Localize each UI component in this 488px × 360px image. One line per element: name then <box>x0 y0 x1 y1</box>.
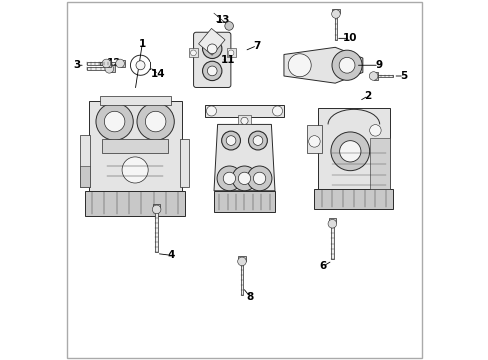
Text: 3: 3 <box>73 60 81 70</box>
Text: 2: 2 <box>364 91 371 101</box>
Bar <box>330 223 333 259</box>
Circle shape <box>272 106 282 116</box>
Circle shape <box>253 172 265 185</box>
Bar <box>188 48 198 57</box>
Bar <box>332 9 339 13</box>
Bar <box>100 96 170 105</box>
Text: 11: 11 <box>221 55 235 65</box>
Bar <box>373 75 392 77</box>
Circle shape <box>152 205 161 214</box>
Text: 1: 1 <box>139 39 145 49</box>
Circle shape <box>217 166 241 191</box>
Circle shape <box>287 54 310 77</box>
Bar <box>85 190 185 216</box>
Bar <box>110 65 115 72</box>
Circle shape <box>331 10 340 18</box>
Bar <box>317 108 389 189</box>
Circle shape <box>202 61 222 81</box>
Circle shape <box>331 50 362 80</box>
Text: 13: 13 <box>215 15 230 26</box>
FancyBboxPatch shape <box>193 32 230 87</box>
Circle shape <box>248 131 267 150</box>
Circle shape <box>206 106 216 116</box>
Text: 7: 7 <box>253 41 260 50</box>
Bar <box>334 13 337 40</box>
Circle shape <box>223 172 235 185</box>
Circle shape <box>369 125 380 136</box>
Circle shape <box>145 111 165 132</box>
Bar <box>155 209 158 252</box>
Bar <box>238 256 245 261</box>
Bar <box>306 125 321 153</box>
Circle shape <box>241 117 247 125</box>
Bar <box>238 116 250 125</box>
Text: 14: 14 <box>151 69 165 79</box>
Text: 4: 4 <box>167 250 174 260</box>
Bar <box>328 219 335 223</box>
Polygon shape <box>214 125 274 191</box>
Bar <box>120 60 124 67</box>
Circle shape <box>228 50 233 56</box>
Bar <box>153 204 160 209</box>
Bar <box>86 62 106 65</box>
Bar <box>80 135 90 187</box>
Circle shape <box>308 136 320 147</box>
Bar <box>88 101 182 190</box>
Bar <box>80 166 90 187</box>
Circle shape <box>237 257 246 266</box>
Circle shape <box>339 141 360 162</box>
Polygon shape <box>284 47 362 83</box>
Bar <box>226 48 235 57</box>
Bar <box>86 67 110 70</box>
Bar <box>180 139 188 187</box>
Circle shape <box>339 57 354 73</box>
Circle shape <box>202 39 222 59</box>
Circle shape <box>105 64 113 73</box>
Circle shape <box>137 103 174 140</box>
Circle shape <box>226 136 235 145</box>
Circle shape <box>247 166 271 191</box>
Bar <box>204 105 284 117</box>
Text: 8: 8 <box>246 292 253 302</box>
Circle shape <box>224 22 233 30</box>
Circle shape <box>116 59 124 68</box>
Circle shape <box>238 172 250 185</box>
Circle shape <box>232 166 256 191</box>
Circle shape <box>136 61 145 70</box>
Circle shape <box>207 66 217 76</box>
Bar <box>102 139 167 153</box>
Circle shape <box>96 103 133 140</box>
Circle shape <box>207 44 217 54</box>
Text: 5: 5 <box>400 71 407 81</box>
Bar <box>106 60 111 67</box>
Circle shape <box>327 220 336 228</box>
Bar <box>369 138 389 189</box>
Bar <box>100 62 120 65</box>
Circle shape <box>190 50 196 56</box>
Circle shape <box>122 157 148 183</box>
Bar <box>314 189 392 209</box>
Circle shape <box>104 111 124 132</box>
Text: 6: 6 <box>319 261 326 271</box>
Circle shape <box>102 59 110 68</box>
Bar <box>240 261 243 295</box>
Circle shape <box>253 136 262 145</box>
Bar <box>373 72 378 80</box>
Text: 9: 9 <box>375 60 382 70</box>
Circle shape <box>368 72 377 80</box>
Text: 10: 10 <box>343 33 357 43</box>
Text: 12: 12 <box>106 58 121 68</box>
Circle shape <box>330 132 369 171</box>
Bar <box>198 28 224 55</box>
Bar <box>214 191 274 212</box>
Circle shape <box>221 131 240 150</box>
